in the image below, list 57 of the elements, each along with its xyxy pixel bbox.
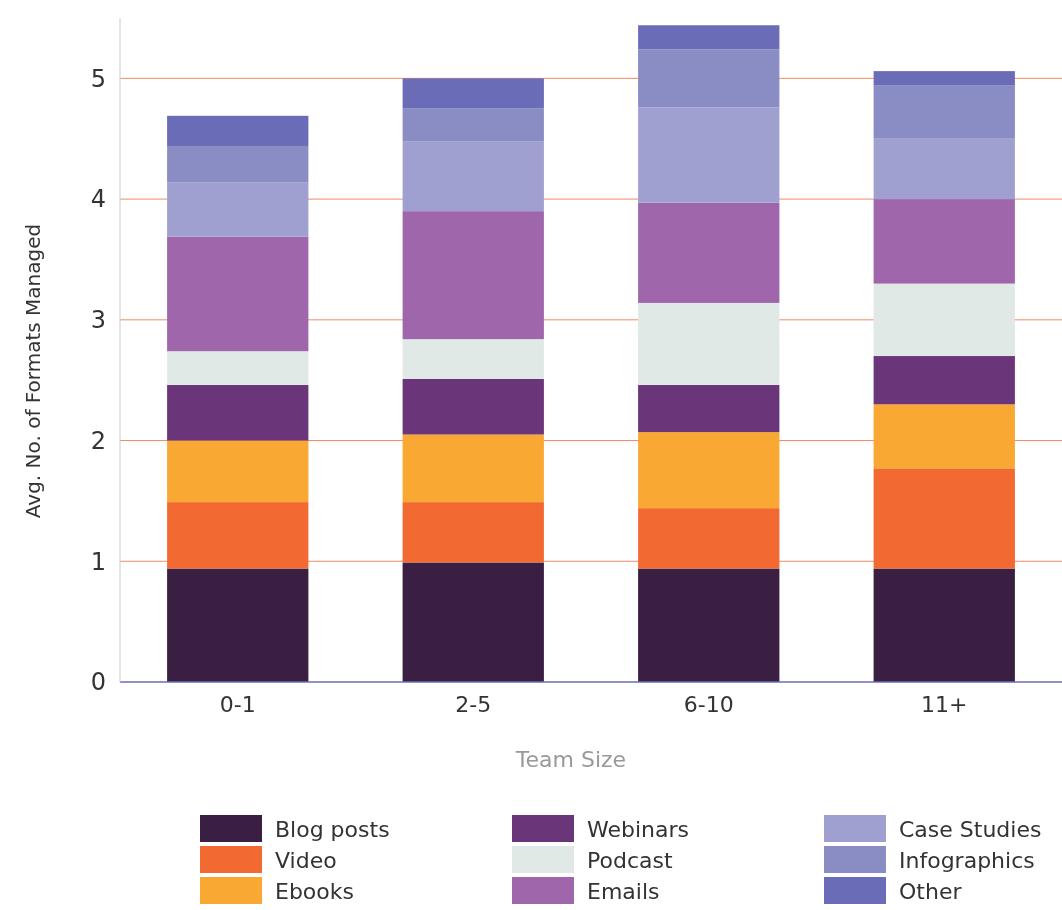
bar (638, 508, 780, 569)
bar (167, 115, 309, 146)
legend-label: Case Studies (899, 816, 1042, 842)
y-tick-label: 5 (90, 64, 106, 93)
bar (873, 199, 1015, 284)
bar (167, 145, 309, 183)
x-tick-label: 2-5 (455, 692, 492, 717)
x-axis-title: Team Size (514, 747, 627, 772)
bar (402, 562, 544, 682)
x-tick-label: 0-1 (219, 692, 256, 717)
y-tick-label: 0 (90, 668, 106, 697)
bar (638, 25, 780, 50)
bar (873, 85, 1015, 139)
bar (873, 404, 1015, 469)
legend-label: Video (275, 847, 337, 873)
bar (402, 108, 544, 142)
bar (873, 71, 1015, 86)
legend-label: Webinars (587, 816, 690, 842)
bar (167, 236, 309, 352)
bar (167, 502, 309, 569)
bar (402, 211, 544, 340)
y-tick-label: 1 (90, 547, 106, 576)
bar (167, 568, 309, 682)
bar (873, 356, 1015, 405)
bar (638, 202, 780, 303)
bar (638, 385, 780, 433)
bar (402, 339, 544, 379)
y-tick-label: 4 (90, 185, 106, 214)
legend-label: Blog posts (275, 816, 390, 842)
y-tick-label: 3 (90, 306, 106, 335)
bar (638, 302, 780, 386)
bar (402, 141, 544, 212)
y-tick-label: 2 (90, 426, 106, 455)
y-axis-title: Avg. No. of Formats Managed (21, 223, 45, 519)
bar (402, 78, 544, 109)
bar (638, 432, 780, 509)
bar (873, 568, 1015, 682)
legend-label: Infographics (899, 847, 1035, 873)
bar (167, 440, 309, 503)
legend-label: Ebooks (275, 878, 354, 904)
bar (873, 468, 1015, 569)
bar (402, 378, 544, 435)
bar (638, 107, 780, 203)
bar (638, 49, 780, 108)
legend-label: Other (899, 878, 963, 904)
legend-label: Emails (587, 878, 660, 904)
bar (167, 182, 309, 237)
bar (167, 385, 309, 441)
bar (167, 351, 309, 386)
x-tick-label: 6-10 (683, 692, 734, 717)
bar (402, 502, 544, 563)
bar (873, 283, 1015, 357)
bar (638, 568, 780, 682)
x-tick-label: 11+ (921, 692, 968, 717)
legend-label: Podcast (587, 847, 673, 873)
bar (873, 138, 1015, 200)
bar (402, 434, 544, 503)
